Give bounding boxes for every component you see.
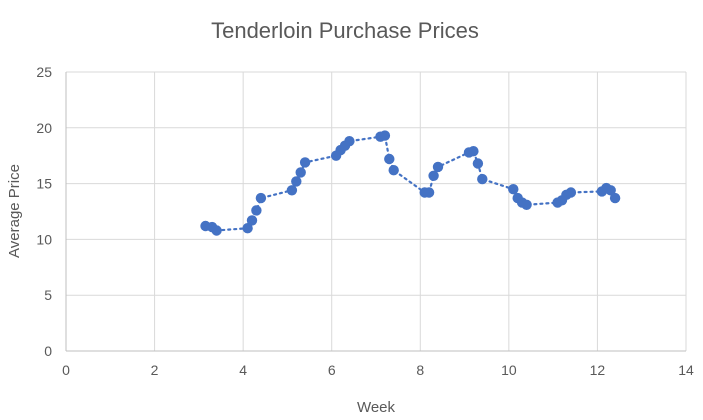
data-point — [251, 205, 262, 216]
data-point — [508, 184, 519, 195]
data-point — [388, 165, 399, 176]
data-point — [477, 173, 488, 185]
data-point — [291, 176, 302, 187]
grid — [66, 71, 687, 351]
y-tick-label: 10 — [36, 231, 52, 247]
x-tick-label: 12 — [590, 362, 606, 378]
data-point — [295, 167, 306, 178]
chart-title: Tenderloin Purchase Prices — [211, 18, 479, 43]
x-axis-label: Week — [357, 399, 396, 416]
data-point — [246, 215, 258, 226]
data-point — [255, 192, 267, 204]
data-point — [384, 153, 395, 165]
y-tick-label: 20 — [36, 120, 52, 136]
x-tick-label: 8 — [416, 362, 424, 378]
x-tick-label: 2 — [151, 362, 159, 378]
x-tick-label: 6 — [328, 362, 336, 378]
data-point — [286, 185, 298, 196]
data-point — [211, 225, 222, 236]
data-point — [432, 161, 444, 173]
data-point — [609, 192, 621, 204]
data-point — [423, 187, 435, 198]
data-point — [344, 136, 355, 147]
x-tick-label: 0 — [62, 362, 70, 378]
data-series — [200, 130, 621, 236]
data-point — [472, 158, 484, 169]
y-tick-label: 0 — [44, 343, 52, 359]
data-point — [468, 146, 479, 157]
data-point — [605, 185, 616, 196]
data-point — [565, 187, 577, 198]
data-point — [379, 130, 391, 141]
data-point — [428, 170, 439, 181]
y-tick-label: 15 — [36, 176, 52, 192]
x-tick-label: 14 — [678, 362, 694, 378]
data-point — [242, 223, 253, 234]
data-point — [521, 199, 532, 210]
data-point — [299, 157, 311, 168]
series-line — [204, 134, 617, 232]
y-axis-label: Average Price — [6, 164, 23, 258]
y-tick-label: 5 — [44, 287, 52, 303]
y-tick-label: 25 — [36, 64, 52, 80]
x-tick-label: 4 — [239, 362, 247, 378]
x-tick-label: 10 — [501, 362, 517, 378]
tick-labels: 0 2 4 6 8 10 12 14 0 5 10 15 20 25 — [36, 64, 694, 378]
axes — [65, 72, 686, 352]
